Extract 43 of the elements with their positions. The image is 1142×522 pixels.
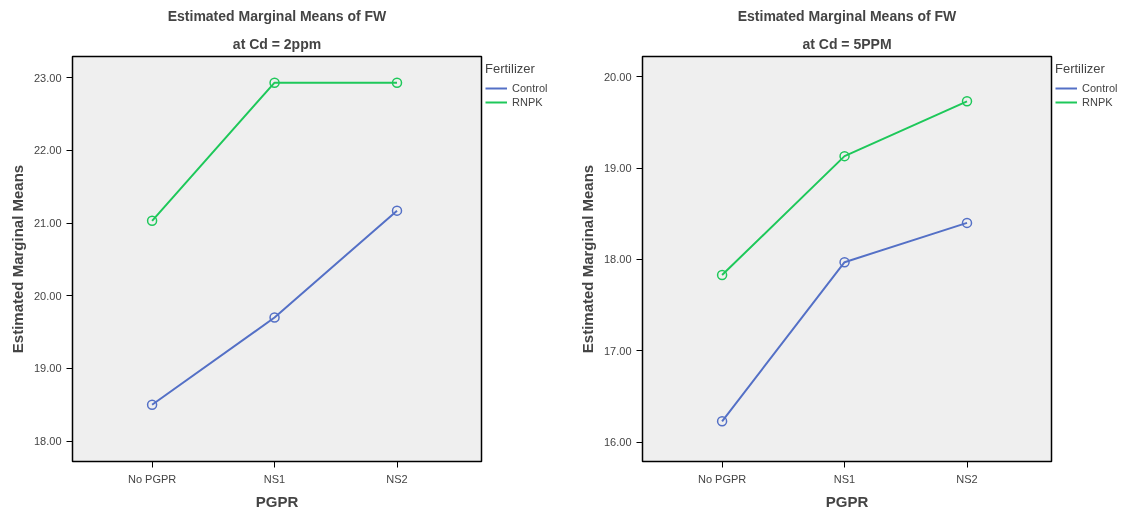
point — [269, 312, 280, 323]
point — [839, 150, 850, 162]
legend-label: Control — [512, 81, 548, 95]
point — [146, 399, 158, 411]
y-tick-label: 17.00 — [603, 344, 632, 357]
y-tick-label: 23.00 — [33, 71, 62, 84]
y-tick-label: 19.00 — [603, 162, 632, 175]
point — [839, 256, 850, 268]
legend-label: RNPK — [512, 95, 543, 109]
legend-title: Fertilizer — [485, 61, 536, 76]
x-tick-label: No PGPR — [127, 472, 177, 485]
x-tick-label: NS1 — [833, 472, 856, 485]
chart-title: Estimated Marginal Means of FW — [737, 7, 958, 24]
y-tick-label: 19.00 — [33, 362, 62, 375]
chart-subtitle: at Cd = 5PPM — [802, 35, 892, 52]
y-tick-label: 18.00 — [603, 253, 632, 266]
point — [716, 416, 728, 427]
y-tick-label: 20.00 — [33, 289, 62, 302]
x-tick-label: No PGPR — [697, 472, 747, 485]
y-tick-label: 22.00 — [33, 144, 62, 157]
point — [716, 269, 728, 281]
y-axis-title: Estimated Marginal Means — [8, 164, 26, 354]
point — [146, 215, 158, 227]
y-tick-label: 16.00 — [603, 436, 632, 449]
point — [961, 96, 973, 107]
y-tick-label: 18.00 — [33, 435, 62, 448]
chart-subtitle: at Cd = 2ppm — [232, 35, 322, 52]
y-axis-title: Estimated Marginal Means — [578, 164, 596, 354]
x-tick-label: NS1 — [263, 472, 286, 485]
y-tick-label: 20.00 — [603, 70, 632, 83]
point — [391, 205, 403, 216]
x-axis-title: PGPR — [825, 492, 869, 510]
point — [391, 77, 403, 88]
legend-title: Fertilizer — [1055, 61, 1106, 76]
point — [269, 77, 280, 88]
chart-title: Estimated Marginal Means of FW — [167, 7, 388, 24]
point — [961, 217, 973, 229]
legend-label: RNPK — [1082, 95, 1113, 109]
x-tick-label: NS2 — [956, 472, 978, 485]
x-tick-label: NS2 — [386, 472, 408, 485]
legend-label: Control — [1082, 81, 1118, 95]
x-axis-title: PGPR — [255, 492, 299, 510]
y-tick-label: 21.00 — [33, 217, 62, 230]
